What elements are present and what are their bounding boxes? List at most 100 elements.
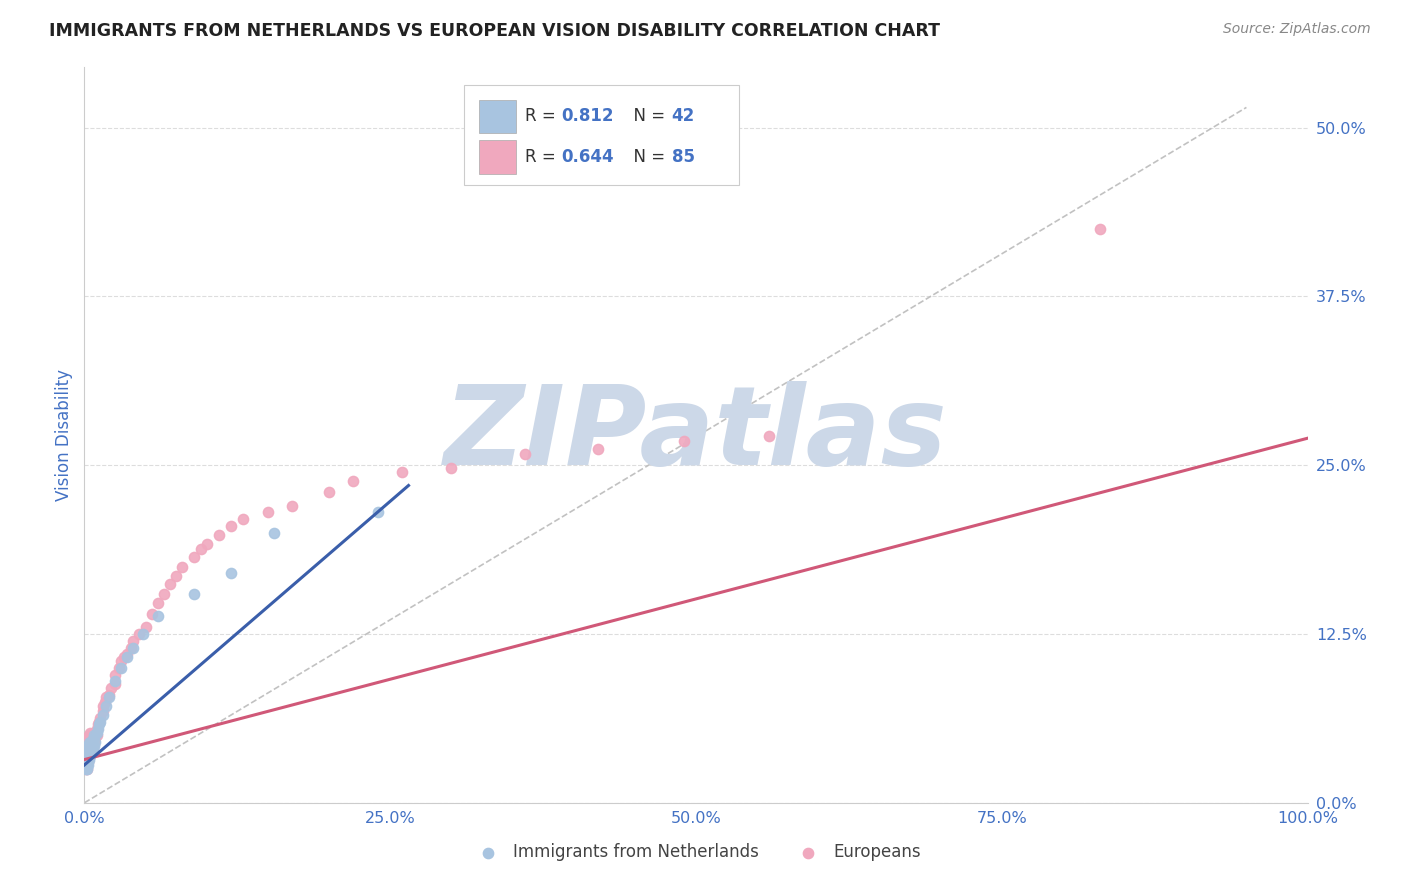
FancyBboxPatch shape (464, 86, 738, 185)
Point (75, 746, 97, 760)
Point (80, 741, 103, 756)
Point (79, 735, 101, 749)
Point (79, 725, 101, 739)
Point (97, 688, 120, 702)
Point (87, 717, 110, 731)
Point (190, 541, 212, 556)
Point (89, 711, 111, 725)
Point (75, 756, 97, 770)
Point (84, 735, 107, 749)
Point (91, 708, 114, 723)
Text: 85: 85 (672, 148, 695, 167)
Point (104, 674, 127, 689)
Point (82, 739, 104, 753)
Point (91, 698, 114, 713)
Point (76, 748, 98, 763)
Point (76, 756, 98, 770)
Point (76, 762, 98, 776)
Point (77, 756, 100, 770)
Point (94, 694, 117, 708)
Point (232, 512, 254, 526)
Point (87, 717, 110, 731)
Point (82, 732, 104, 747)
Point (146, 609, 169, 624)
Point (391, 465, 413, 479)
Point (367, 506, 389, 520)
Point (77, 741, 100, 756)
Text: Source: ZipAtlas.com: Source: ZipAtlas.com (1223, 22, 1371, 37)
Point (77, 739, 100, 753)
Point (75, 741, 97, 756)
Point (77, 739, 100, 753)
Point (79, 732, 101, 747)
Point (586, 442, 609, 456)
Point (97, 690, 120, 705)
Text: 42: 42 (672, 107, 695, 125)
Point (107, 661, 129, 675)
Point (76, 739, 98, 753)
Point (86, 722, 108, 736)
Point (77, 751, 100, 765)
Y-axis label: Vision Disability: Vision Disability (55, 369, 73, 500)
Point (110, 661, 132, 675)
Point (80, 744, 103, 758)
Point (75, 751, 97, 765)
Point (82, 731, 104, 745)
Point (86, 725, 108, 739)
Point (172, 559, 194, 574)
Point (76, 731, 98, 745)
Point (100, 681, 122, 695)
FancyBboxPatch shape (479, 140, 516, 174)
Point (77, 735, 100, 749)
Point (75, 758, 97, 772)
Point (257, 506, 280, 520)
Point (110, 654, 132, 668)
Point (83, 728, 105, 742)
Point (76, 762, 98, 776)
Point (83, 735, 105, 749)
Legend: Immigrants from Netherlands, Europeans: Immigrants from Netherlands, Europeans (464, 837, 928, 868)
Point (122, 640, 145, 655)
Point (77, 758, 100, 772)
Point (77, 744, 100, 758)
Point (440, 461, 463, 475)
Text: R =: R = (524, 107, 561, 125)
Point (1088, 222, 1111, 236)
Point (122, 633, 145, 648)
Text: N =: N = (623, 107, 669, 125)
Point (672, 434, 695, 448)
Point (281, 499, 304, 513)
Point (77, 744, 100, 758)
Point (76, 735, 98, 749)
Point (128, 627, 150, 641)
Point (146, 596, 169, 610)
Point (76, 756, 98, 770)
Text: ZIPatlas: ZIPatlas (444, 382, 948, 488)
Point (75, 739, 97, 753)
Point (115, 650, 138, 665)
Point (76, 748, 98, 763)
Point (75, 756, 97, 770)
Point (83, 739, 105, 753)
FancyBboxPatch shape (479, 100, 516, 133)
Point (96, 698, 118, 713)
Point (112, 650, 135, 665)
Point (104, 677, 127, 691)
Point (120, 640, 142, 655)
Point (132, 627, 155, 641)
Point (135, 620, 157, 634)
Point (83, 725, 105, 739)
Point (195, 536, 218, 550)
Point (80, 738, 103, 752)
Point (159, 577, 181, 591)
Point (77, 735, 100, 749)
Point (87, 714, 110, 729)
Point (86, 728, 108, 742)
Point (82, 741, 104, 756)
Point (75, 736, 97, 750)
Point (79, 739, 101, 753)
Point (75, 762, 97, 776)
Point (77, 728, 100, 742)
Point (219, 566, 242, 581)
Point (342, 475, 364, 489)
